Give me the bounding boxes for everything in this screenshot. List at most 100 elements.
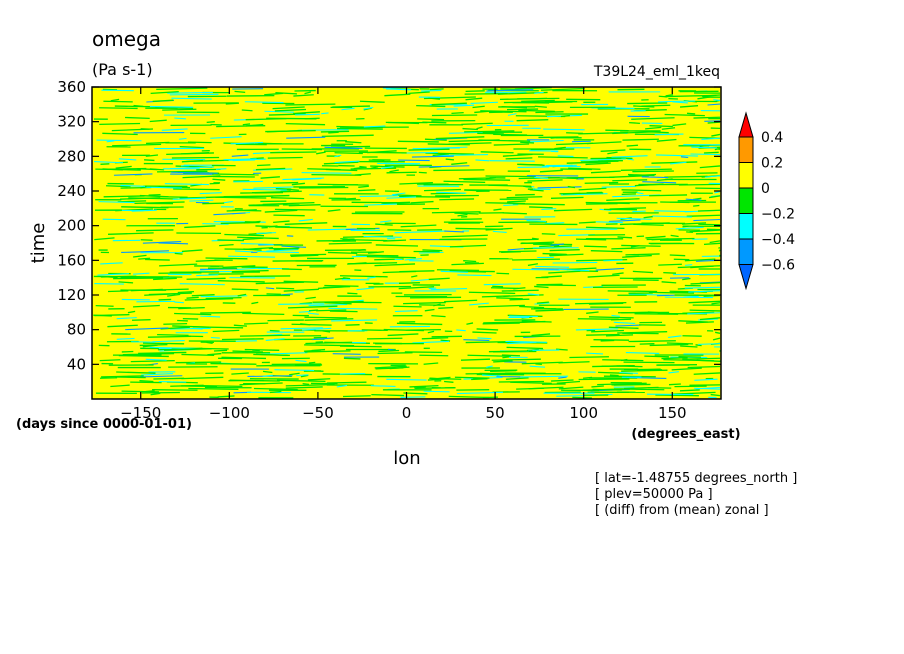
data-streak [389,169,399,173]
data-streak [251,301,259,305]
data-streak [435,136,485,140]
data-streak [101,375,144,378]
data-streak [682,222,707,225]
data-streak [242,312,285,316]
data-streak [534,302,550,305]
x-tick-label: −150 [120,404,161,422]
data-streak [300,323,311,326]
note-plev: [ plev=50000 Pa ] [595,487,713,502]
data-streak [276,379,326,383]
data-streak [215,196,267,199]
data-streak [672,123,687,127]
data-streak [242,188,287,191]
data-streak [418,251,444,254]
data-streak [536,301,549,304]
data-streak [264,110,294,113]
data-streak [174,117,186,120]
data-streak [609,175,649,178]
data-streak [397,140,439,143]
data-streak [144,159,155,162]
data-streak [138,257,151,260]
data-streak [394,230,447,234]
data-streak [336,384,348,388]
data-streak [164,348,212,351]
data-streak [427,143,470,146]
data-streak [615,324,642,327]
data-streak [401,151,438,154]
data-streak [424,188,461,192]
data-streak [169,93,219,96]
data-streak [670,234,679,238]
data-streak [632,170,674,173]
data-streak [712,337,721,341]
y-axis-label: time [28,223,49,264]
data-streak [493,208,502,211]
colorbar-band [738,187,754,214]
data-streak [325,168,358,172]
data-streak [363,106,374,110]
data-streak [472,331,497,334]
data-streak [384,93,411,97]
data-streak [94,161,124,164]
data-streak [422,121,447,124]
data-streak [316,151,326,155]
data-streak [305,296,316,300]
data-streak [711,302,721,305]
data-streak [491,358,541,361]
x-tick-label: −50 [302,404,334,422]
data-streak [191,327,203,330]
data-streak [501,251,521,253]
data-streak [158,298,172,301]
data-streak [116,371,156,374]
data-streak [540,87,585,91]
data-streak [584,181,619,184]
data-streak [690,153,721,156]
data-streak [567,185,576,189]
data-streak [276,287,295,290]
data-streak [291,323,332,326]
data-streak [200,315,221,318]
data-streak [499,97,548,101]
data-streak [99,122,141,125]
data-streak [358,248,365,251]
data-streak [186,296,199,299]
data-streak [694,378,718,381]
data-streak [652,215,692,218]
colorbar-label: 0 [761,181,770,197]
data-streak [616,217,652,220]
data-streak [336,127,383,130]
data-streak [157,333,189,336]
data-streak [110,384,130,388]
data-streak [654,133,684,136]
data-streak [656,138,677,142]
data-streak [139,380,154,383]
colorbar-extend-min [738,264,754,291]
data-streak [116,316,137,320]
data-streak [651,161,698,164]
data-streak [693,372,721,375]
data-streak [120,184,146,187]
data-streak [240,275,291,278]
data-streak [687,365,721,369]
data-streak [164,183,209,186]
data-streak [173,188,220,191]
data-streak [106,140,115,143]
data-streak [578,378,630,381]
data-streak [411,155,454,158]
data-streak [514,86,552,90]
data-streak [481,295,510,298]
data-streak [257,142,282,145]
data-streak [488,350,533,353]
data-streak [478,304,525,308]
data-streak [367,251,384,254]
data-streak [609,374,619,377]
data-streak [482,374,501,377]
data-streak [483,283,521,286]
data-streak [249,194,290,198]
data-streak [572,396,592,399]
data-streak [121,250,169,254]
data-streak [149,346,200,350]
data-streak [140,239,153,241]
data-streak [425,152,474,155]
data-streak [626,144,639,147]
